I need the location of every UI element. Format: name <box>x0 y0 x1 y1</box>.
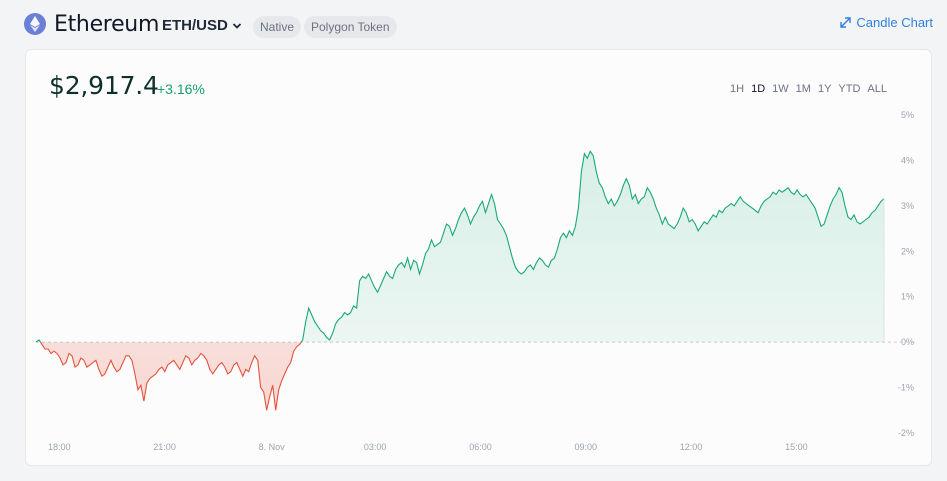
x-tick-label: 21:00 <box>153 442 176 452</box>
x-tick-label: 09:00 <box>575 442 598 452</box>
price-chart-card: $2,917.4 +3.16% 1H 1D 1W 1M 1Y YTD ALL 5… <box>25 49 932 466</box>
pair-label: ETH/USD <box>162 17 228 34</box>
gain-line <box>35 150 885 343</box>
y-tick-label: -1% <box>898 383 914 393</box>
range-ytd[interactable]: YTD <box>838 83 861 95</box>
range-1h[interactable]: 1H <box>730 83 745 95</box>
price-change: +3.16% <box>157 81 205 97</box>
current-price: $2,917.4 <box>49 71 159 100</box>
x-tick-label: 8. Nov <box>259 442 286 452</box>
range-selector: 1H 1D 1W 1M 1Y YTD ALL <box>730 83 887 95</box>
chevron-down-icon <box>232 22 241 29</box>
y-tick-label: -2% <box>898 428 914 438</box>
y-tick-label: 1% <box>901 292 914 302</box>
price-chart[interactable]: 5%4%3%2%1%0%-1%-2%18:00 21:00 8. Nov 03:00 0… <box>26 50 931 465</box>
y-tick-label: 4% <box>901 155 914 165</box>
pair-selector[interactable]: ETH/USD <box>162 17 242 34</box>
range-1d[interactable]: 1D <box>751 83 766 95</box>
asset-header: Ethereum ETH/USD Native Polygon Token Ca… <box>0 0 947 48</box>
y-tick-label: 2% <box>901 246 914 256</box>
range-1y[interactable]: 1Y <box>817 83 832 95</box>
y-tick-label: 3% <box>901 201 914 211</box>
polygon-token-badge[interactable]: Polygon Token <box>304 16 397 38</box>
loss-line <box>36 342 302 411</box>
native-badge[interactable]: Native <box>253 16 302 38</box>
candle-chart-link[interactable]: Candle Chart <box>839 15 933 30</box>
gain-area <box>36 151 884 343</box>
y-tick-label: 5% <box>901 110 914 120</box>
x-tick-label: 15:00 <box>785 442 808 452</box>
x-tick-label: 18:00 <box>48 442 71 452</box>
range-1w[interactable]: 1W <box>772 83 789 95</box>
asset-title: Ethereum <box>54 12 160 37</box>
range-1m[interactable]: 1M <box>795 83 811 95</box>
expand-arrows-icon <box>840 17 852 28</box>
candle-chart-label: Candle Chart <box>856 15 933 30</box>
x-tick-label: 12:00 <box>680 442 703 452</box>
x-tick-label: 03:00 <box>364 442 387 452</box>
loss-area <box>36 342 884 411</box>
ethereum-logo-icon <box>24 13 46 35</box>
range-all[interactable]: ALL <box>867 83 887 95</box>
x-tick-label: 06:00 <box>469 442 492 452</box>
